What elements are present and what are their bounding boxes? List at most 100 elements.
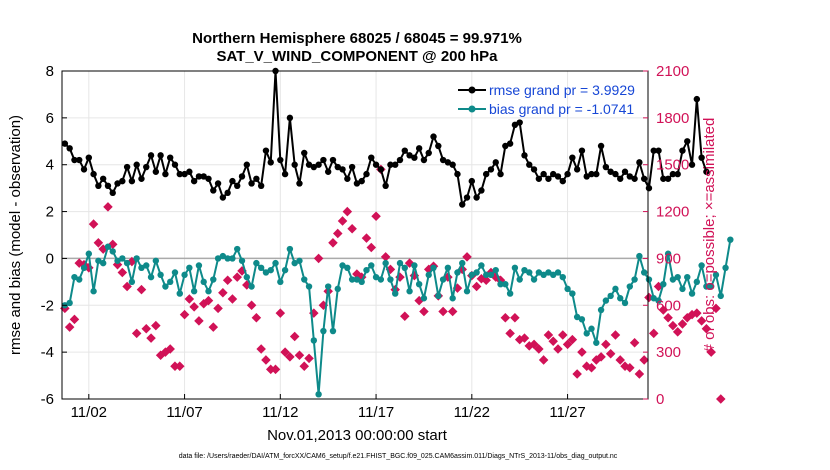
- obs-marker: [332, 228, 343, 239]
- rmse-point: [76, 156, 83, 164]
- obs-marker: [586, 362, 597, 373]
- obs-marker: [93, 238, 104, 248]
- rmse-point: [660, 175, 667, 182]
- obs-marker: [505, 328, 515, 339]
- bias-point: [138, 264, 145, 271]
- bias-point: [401, 264, 408, 271]
- bias-point: [502, 281, 509, 288]
- bias-point: [109, 248, 116, 255]
- rmse-point: [502, 142, 509, 150]
- y-right-axis-ticks: 0 300 600 900 1200 1500 1800 2100: [643, 63, 689, 408]
- bias-point: [415, 281, 423, 288]
- rmse-point: [229, 177, 236, 185]
- rmse-point: [703, 168, 710, 175]
- rmse-point: [645, 184, 653, 192]
- rmse-point: [257, 182, 265, 189]
- bias-point: [248, 283, 255, 290]
- bias-point: [631, 276, 638, 283]
- obs-marker: [438, 306, 448, 317]
- rmse-point: [353, 180, 361, 187]
- rmse-point: [267, 159, 274, 166]
- rmse-point: [459, 201, 466, 208]
- rmse-point: [396, 156, 404, 164]
- rmse-point: [286, 114, 294, 122]
- obs-marker: [289, 331, 300, 342]
- rmse-point: [664, 175, 672, 182]
- obs-marker: [462, 252, 472, 262]
- y-right-tick-label: 1500: [656, 157, 689, 174]
- obs-marker: [251, 313, 262, 323]
- bias-point: [602, 297, 610, 304]
- obs-marker: [131, 328, 142, 339]
- obs-marker: [629, 338, 640, 348]
- bias-point: [119, 255, 126, 262]
- rmse-point: [138, 175, 145, 182]
- obs-marker: [677, 319, 688, 329]
- bias-point: [157, 271, 164, 279]
- obs-marker: [337, 216, 348, 226]
- y-left-tick-label: 0: [46, 250, 54, 267]
- bias-point: [243, 273, 251, 281]
- bias-point: [368, 262, 375, 269]
- obs-marker: [625, 362, 635, 373]
- obs-marker: [581, 361, 592, 371]
- rmse-point: [71, 156, 78, 164]
- bias-point: [583, 330, 590, 337]
- bias-point: [104, 243, 112, 250]
- obs-marker: [711, 303, 721, 314]
- rmse-point: [430, 133, 437, 140]
- rmse-point: [684, 138, 691, 145]
- rmse-point: [454, 170, 461, 178]
- obs-marker: [706, 347, 716, 357]
- obs-marker: [361, 233, 372, 243]
- rmse-point: [669, 170, 677, 178]
- rmse-point: [688, 161, 696, 168]
- rmse-point: [640, 175, 648, 182]
- bias-point: [535, 269, 543, 276]
- rmse-point: [597, 142, 605, 150]
- rmse-point: [530, 166, 538, 173]
- bias-point: [176, 290, 183, 297]
- bias-point: [660, 281, 667, 288]
- obs-marker: [701, 323, 712, 334]
- obs-marker: [672, 327, 683, 337]
- bias-point: [353, 276, 361, 283]
- y-right-tick-label: 900: [656, 250, 681, 267]
- rmse-point: [95, 182, 102, 189]
- bias-point: [80, 264, 88, 271]
- obs-marker: [696, 316, 707, 326]
- rmse-point: [219, 194, 227, 201]
- obs-marker: [447, 306, 458, 317]
- rmse-point: [401, 147, 408, 154]
- bias-point: [593, 339, 600, 346]
- rmse-point: [310, 163, 318, 171]
- bias-point: [281, 266, 289, 274]
- y-right-tick-label: 2100: [656, 63, 689, 80]
- rmse-point: [147, 152, 155, 159]
- bias-point: [684, 273, 691, 281]
- bias-point: [358, 278, 365, 286]
- rmse-point: [80, 166, 88, 173]
- bias-point: [286, 245, 294, 253]
- rmse-point: [650, 147, 657, 154]
- bias-point: [272, 259, 279, 267]
- bias-point: [224, 255, 231, 262]
- obs-marker: [648, 328, 659, 339]
- rmse-point: [195, 173, 203, 180]
- bias-series: [61, 236, 734, 398]
- obs-marker: [256, 344, 266, 354]
- bias-point: [545, 269, 552, 276]
- bias-point: [550, 271, 557, 279]
- legend-bias-label: bias grand pr = -1.0741: [489, 101, 634, 117]
- rmse-point: [588, 170, 595, 178]
- x-tick-label: 11/07: [166, 404, 202, 421]
- obs-marker: [639, 355, 649, 365]
- obs-marker: [615, 355, 625, 365]
- y-right-tick-label: 300: [656, 344, 681, 361]
- bias-point: [99, 259, 107, 267]
- rmse-point: [372, 161, 380, 168]
- y-left-axis-label: rmse and bias (model - observation): [7, 115, 24, 355]
- bias-point: [324, 283, 332, 290]
- rmse-point: [655, 147, 662, 154]
- rmse-point: [324, 168, 332, 175]
